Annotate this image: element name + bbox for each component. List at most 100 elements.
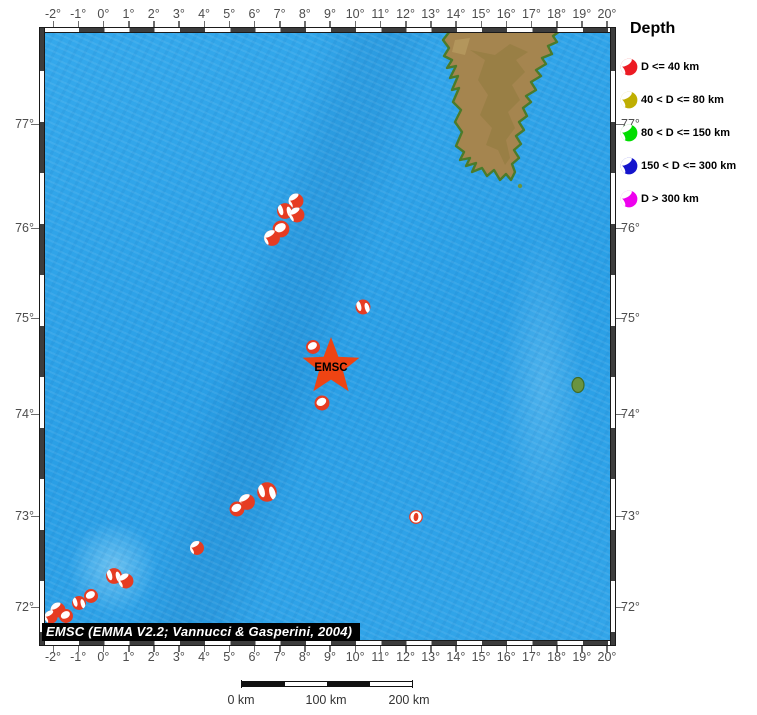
lon-label-top: -1° xyxy=(70,7,87,21)
lon-label-bottom: 4° xyxy=(198,650,211,664)
legend-item-label: D <= 40 km xyxy=(641,61,700,73)
lon-tick-bottom xyxy=(505,646,508,652)
lon-tick-top xyxy=(606,21,608,27)
map-frame-right xyxy=(610,27,616,646)
lat-tick-right xyxy=(616,227,624,229)
lon-tick-top xyxy=(304,21,306,27)
lon-tick-bottom xyxy=(455,646,457,652)
lon-label-bottom: 6° xyxy=(248,650,261,664)
lon-label-top: 4° xyxy=(198,7,211,21)
legend-item: 150 < D <= 300 km xyxy=(620,157,736,175)
lon-tick-bottom xyxy=(153,646,155,652)
lon-label-top: 2° xyxy=(147,7,160,21)
lon-label-bottom: -1° xyxy=(70,650,87,664)
lon-label-top: 11° xyxy=(371,7,390,21)
lon-tick-top xyxy=(505,21,508,27)
lon-label-top: 3° xyxy=(172,7,185,21)
lon-tick-bottom xyxy=(581,646,583,652)
lat-tick-left xyxy=(31,515,39,517)
lon-tick-bottom xyxy=(530,646,533,652)
lon-tick-bottom xyxy=(430,646,432,652)
lon-tick-bottom xyxy=(329,646,331,652)
lon-tick-top xyxy=(455,21,457,27)
legend-beachball-icon xyxy=(620,190,638,208)
lon-tick-top xyxy=(178,21,180,27)
lon-label-top: 14° xyxy=(446,7,466,21)
lon-label-bottom: 12° xyxy=(396,650,415,664)
lon-tick-top xyxy=(102,21,105,27)
lon-label-bottom: 10° xyxy=(345,650,365,664)
lon-tick-bottom xyxy=(128,646,130,652)
lon-tick-top xyxy=(354,21,357,27)
lat-tick-right xyxy=(616,606,624,608)
lon-tick-top xyxy=(430,21,432,27)
legend-item-label: D > 300 km xyxy=(641,193,699,205)
lon-tick-bottom xyxy=(52,646,54,652)
lon-label-top: 1° xyxy=(122,7,135,21)
lon-label-top: 6° xyxy=(248,7,261,21)
lon-tick-bottom xyxy=(480,646,483,652)
lat-tick-right xyxy=(616,413,624,415)
lon-tick-bottom xyxy=(228,646,231,652)
legend-beachball-icon xyxy=(620,91,638,109)
lon-label-bottom: 0° xyxy=(97,650,110,664)
lat-tick-left xyxy=(31,606,39,608)
lon-label-bottom: 13° xyxy=(421,650,441,664)
lat-label-right: 72° xyxy=(621,600,640,614)
map-frame-left xyxy=(39,27,45,646)
lon-label-bottom: 18° xyxy=(547,650,567,664)
lon-label-top: 9° xyxy=(323,7,336,21)
lon-label-top: 13° xyxy=(421,7,441,21)
lon-tick-top xyxy=(128,21,130,27)
scale-bar: 0 km 100 km 200 km xyxy=(227,680,430,707)
lat-tick-left xyxy=(31,413,39,415)
lon-tick-top xyxy=(253,21,256,27)
lon-tick-top xyxy=(379,21,382,27)
legend-item-label: 150 < D <= 300 km xyxy=(641,160,737,172)
lat-label-right: 73° xyxy=(621,509,640,523)
lon-label-bottom: 1° xyxy=(122,650,135,664)
scale-label-0: 0 km xyxy=(227,693,255,707)
lon-label-bottom: -2° xyxy=(44,650,62,664)
lon-tick-bottom xyxy=(556,646,558,652)
lat-tick-right xyxy=(616,123,624,125)
lon-tick-top xyxy=(203,21,206,27)
lat-label-right: 75° xyxy=(621,311,640,325)
lon-label-bottom: 2° xyxy=(147,650,160,664)
lon-tick-top xyxy=(480,21,483,27)
lat-tick-left xyxy=(31,317,39,319)
lon-tick-bottom xyxy=(77,646,80,652)
lon-tick-bottom xyxy=(253,646,256,652)
lon-tick-top xyxy=(405,21,407,27)
lon-tick-bottom xyxy=(178,646,180,652)
lon-tick-top xyxy=(530,21,533,27)
lon-label-top: -2° xyxy=(44,7,62,21)
lat-label-left: 76° xyxy=(15,221,34,235)
lon-tick-bottom xyxy=(405,646,407,652)
lon-label-top: 17° xyxy=(521,7,541,21)
lon-label-bottom: 11° xyxy=(371,650,390,664)
lon-label-top: 16° xyxy=(496,7,516,21)
lat-label-right: 76° xyxy=(621,221,640,235)
scale-label-100: 100 km xyxy=(305,693,347,707)
lon-label-top: 0° xyxy=(97,7,110,21)
lat-label-left: 75° xyxy=(15,311,34,325)
lon-tick-top xyxy=(77,21,80,27)
lon-tick-bottom xyxy=(203,646,206,652)
legend-item: D <= 40 km xyxy=(620,58,699,76)
lon-tick-bottom xyxy=(354,646,357,652)
lon-tick-top xyxy=(556,21,558,27)
lon-label-bottom: 19° xyxy=(572,650,592,664)
legend-item: 80 < D <= 150 km xyxy=(620,124,730,142)
lon-label-bottom: 15° xyxy=(471,650,491,664)
lon-tick-bottom xyxy=(102,646,105,652)
lon-label-top: 7° xyxy=(273,7,286,21)
lon-label-bottom: 17° xyxy=(521,650,541,664)
map-ocean xyxy=(45,33,610,640)
lon-label-bottom: 7° xyxy=(273,650,286,664)
credit-banner: EMSC (EMMA V2.2; Vannucci & Gasperini, 2… xyxy=(42,623,361,641)
lat-label-left: 72° xyxy=(15,600,34,614)
lon-tick-top xyxy=(52,21,54,27)
legend-item-label: 80 < D <= 150 km xyxy=(641,127,730,139)
lon-label-top: 12° xyxy=(396,7,415,21)
